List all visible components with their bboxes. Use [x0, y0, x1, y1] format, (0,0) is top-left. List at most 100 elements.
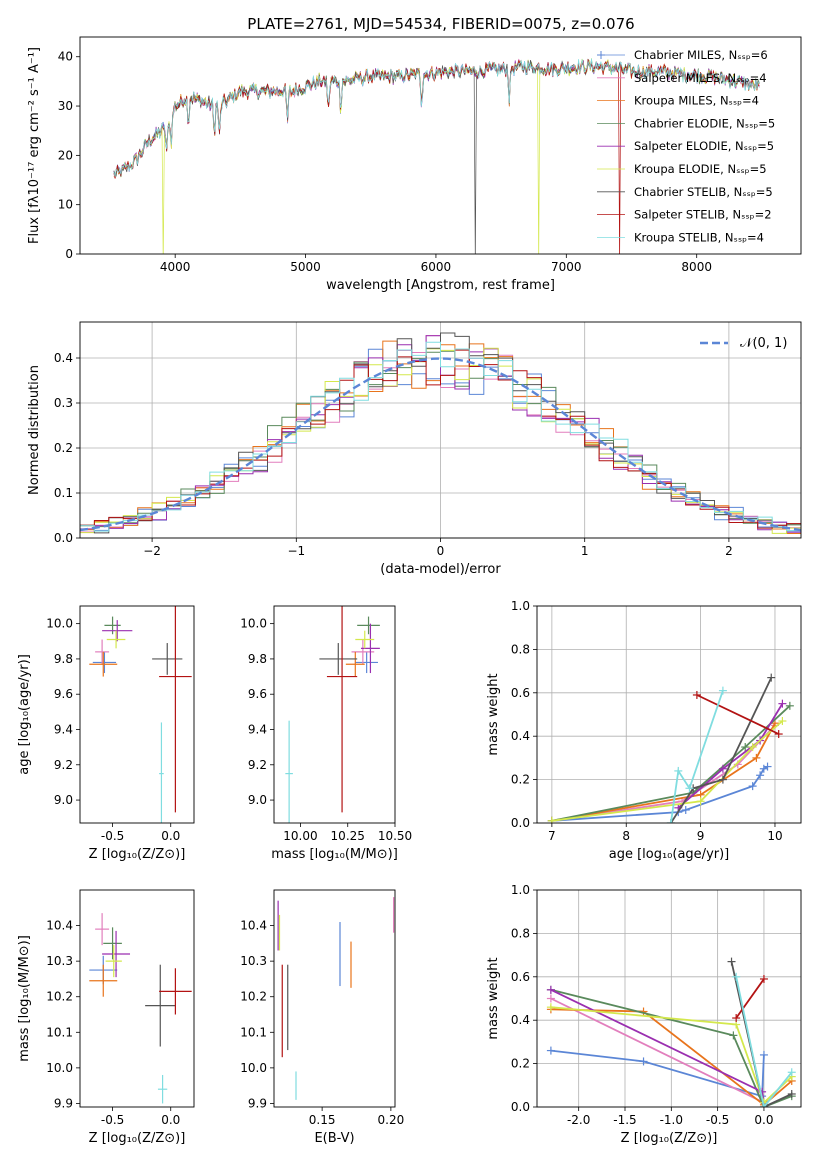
errorbar-point: [357, 616, 380, 635]
y-tick-label: 0.4: [511, 729, 530, 743]
grid: [537, 605, 801, 824]
histogram-step: [80, 332, 801, 534]
legend-label: Salpeter MILES, Nₛₛₚ=4: [634, 71, 767, 85]
errorbar-point: [355, 630, 375, 649]
weight-marker: [547, 816, 556, 823]
x-tick-label: 7: [548, 829, 556, 843]
weight-marker: [759, 1050, 768, 1059]
y-tick-label: 20: [58, 148, 73, 162]
errorbar-point: [159, 968, 192, 1015]
x-axis-label: age [log₁₀(age/yr)]: [609, 847, 730, 862]
weight-marker: [729, 1031, 738, 1040]
y-tick-label: 9.2: [248, 758, 267, 772]
x-tick-label: 10.50: [378, 829, 412, 843]
panel-mass-vs-ebv: 0.15 0.20 9.9 10.0 10.1 10.2 10.3 10.4 E(B-V): [240, 889, 404, 1146]
weight-marker: [732, 972, 741, 981]
legend: 𝒩(0, 1): [700, 336, 787, 351]
y-axis-label: mass weight: [486, 957, 501, 1039]
y-tick-label: 0.6: [511, 686, 530, 700]
errorbar-point: [104, 616, 121, 635]
x-tick-label: −2: [143, 544, 161, 558]
legend-label: Kroupa MILES, Nₛₛₚ=4: [634, 94, 759, 108]
x-axis-label: (data-model)/error: [380, 562, 501, 577]
y-tick-label: 9.0: [54, 793, 73, 807]
legend-label: Chabrier MILES, Nₛₛₚ=6: [634, 48, 768, 62]
weight-marker: [546, 1046, 555, 1055]
plot-area: [277, 897, 395, 1100]
ticks: −2 −1 0 1 2 0.0 0.1 0.2 0.3 0.4: [54, 351, 733, 558]
weight-marker: [748, 743, 757, 752]
panel-age-vs-Z: -0.5 0.0 9.0 9.2 9.4 9.6 9.8 10.0 Z [log₁₀(Z/Z⊙)…: [17, 605, 195, 862]
y-tick-label: 10.0: [46, 617, 73, 631]
panel-spectrum: 4000 5000 6000 7000 8000 0 10 20 30 40 wavelength …: [27, 36, 802, 293]
histogram-step: [80, 341, 801, 532]
legend-label: Kroupa STELIB, Nₛₛₚ=4: [634, 230, 764, 244]
ticks: -0.5 0.0 9.0 9.2 9.4 9.6 9.8 10.0: [46, 617, 180, 843]
axes-frame: [79, 321, 802, 539]
errorbar-point: [157, 1074, 168, 1104]
y-tick-label: 9.8: [54, 652, 73, 666]
axes-frame: [79, 36, 802, 255]
weight-line: [551, 765, 768, 822]
x-tick-label: -0.5: [101, 829, 124, 843]
weight-line: [550, 988, 765, 1103]
x-tick-label: -1.5: [613, 1113, 636, 1127]
weight-marker: [681, 805, 690, 814]
errorbar-point: [105, 945, 122, 978]
weight-marker: [759, 1103, 768, 1107]
y-tick-label: 0.6: [511, 970, 530, 984]
weight-marker: [787, 1068, 796, 1077]
y-tick-label: 30: [58, 99, 73, 113]
errorbar-point: [326, 606, 358, 813]
legend-label: Chabrier ELODIE, Nₛₛₚ=5: [634, 116, 775, 130]
weight-marker: [732, 1014, 741, 1023]
errorbar-point: [102, 930, 131, 978]
x-tick-label: 0.0: [754, 1113, 773, 1127]
x-axis-label: wavelength [Angstrom, rest frame]: [326, 278, 555, 293]
x-tick-label: 8: [622, 829, 630, 843]
x-tick-label: 4000: [160, 260, 191, 274]
y-axis-label: mass [log₁₀(M/M⊙)]: [17, 935, 32, 1062]
y-tick-label: 0.4: [511, 1013, 530, 1027]
legend-label: Salpeter ELODIE, Nₛₛₚ=5: [634, 139, 774, 153]
ticks: -2.0 -1.5 -1.0 -0.5 0.0 0.0 0.2 0.4 0.6 0.8 1.0: [511, 883, 774, 1127]
axes-frame: [79, 605, 195, 824]
x-tick-label: 10.25: [331, 829, 365, 843]
panel-age-vs-mass: 10.00 10.25 10.50 9.0 9.2 9.4 9.6 9.8 10.0 mass […: [240, 605, 412, 862]
weight-marker: [785, 701, 794, 710]
errorbar-point: [89, 964, 118, 997]
legend-label: 𝒩(0, 1): [740, 336, 787, 351]
x-tick-label: 10.00: [283, 829, 317, 843]
legend-label: Chabrier STELIB, Nₛₛₚ=5: [634, 185, 773, 199]
x-tick-label: 1: [581, 544, 589, 558]
errorbar-point: [355, 651, 378, 674]
histogram-step: [80, 349, 801, 529]
y-tick-label: 10.1: [46, 1025, 73, 1039]
y-tick-label: 9.6: [54, 687, 73, 701]
y-tick-label: 0.2: [511, 773, 530, 787]
plot-area: [113, 58, 760, 254]
axes-frame: [79, 889, 195, 1108]
x-tick-label: 2: [725, 544, 733, 558]
panel-mass-vs-Z: -0.5 0.0 9.9 10.0 10.1 10.2 10.3 10.4 Z [log₁₀(Z…: [17, 889, 195, 1146]
weight-marker: [763, 762, 772, 771]
weight-line: [551, 720, 783, 822]
errorbar-point: [89, 651, 118, 677]
spectrum-line: [113, 58, 760, 177]
y-tick-label: 0.0: [511, 816, 530, 830]
x-axis-label: mass [log₁₀(M/M⊙)]: [271, 847, 398, 862]
y-axis-label: mass weight: [486, 673, 501, 755]
y-tick-label: 0.0: [511, 1100, 530, 1114]
plot-area: [89, 606, 192, 823]
y-tick-label: 0.3: [54, 396, 73, 410]
legend-label: Kroupa ELODIE, Nₛₛₚ=5: [634, 162, 767, 176]
axes-frame: [536, 605, 802, 824]
y-tick-label: 10.4: [240, 919, 267, 933]
weight-marker: [546, 1003, 555, 1012]
x-tick-label: 5000: [290, 260, 321, 274]
x-tick-label: 0.15: [309, 1113, 336, 1127]
axes-frame: [536, 889, 802, 1108]
weight-marker: [674, 766, 683, 775]
plot-area: [547, 673, 794, 823]
